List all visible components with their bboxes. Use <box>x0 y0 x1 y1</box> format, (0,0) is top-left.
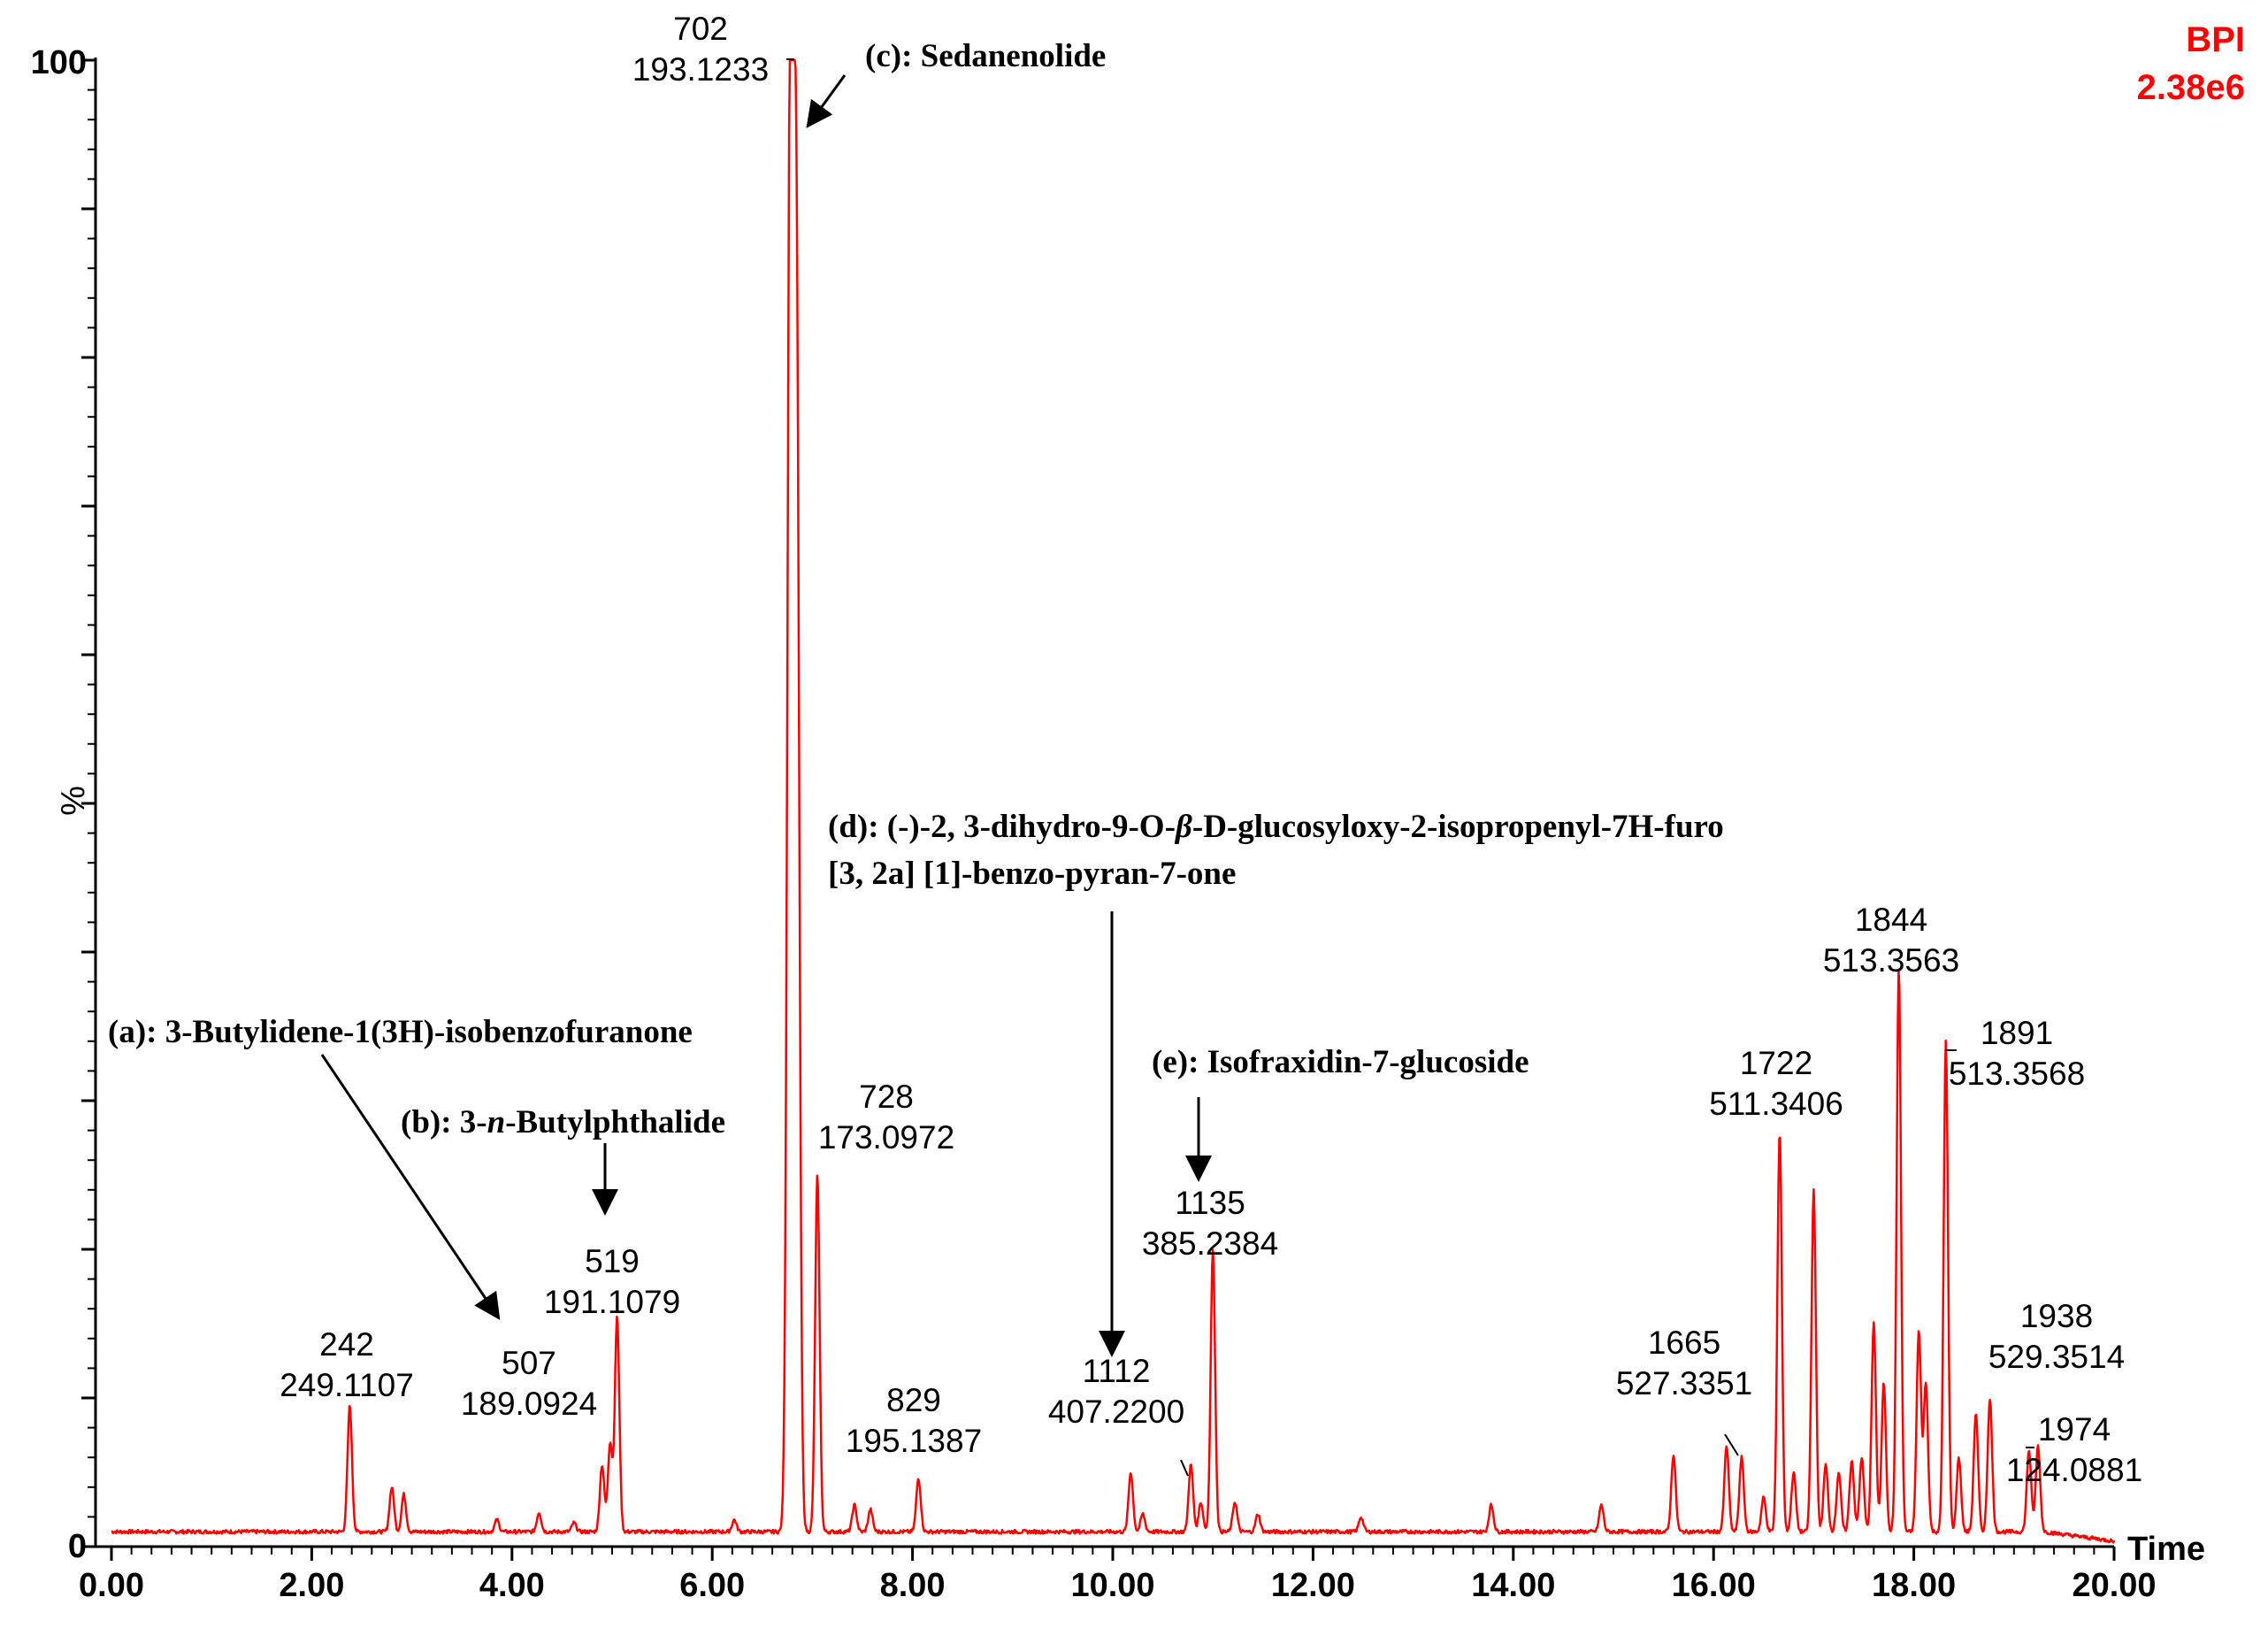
peak-mz-label: 407.2200 <box>1048 1394 1184 1430</box>
x-tick-label: 14.00 <box>1471 1567 1555 1604</box>
annotation-b-italic: n <box>487 1104 506 1140</box>
bpi-intensity: 2.38e6 <box>2137 68 2245 107</box>
arrow-a <box>320 1054 501 1320</box>
bpi-title: BPI <box>2186 20 2245 59</box>
peak-mz-label: 249.1107 <box>280 1367 414 1403</box>
peak-scan-label: 1135 <box>1175 1185 1245 1221</box>
y-tick-label-100: 100 <box>31 44 87 81</box>
x-tick-label: 12.00 <box>1271 1567 1355 1604</box>
annotation-a: (a): 3-Butylidene-1(3H)-isobenzofuranone <box>108 1014 693 1050</box>
x-tick-label: 6.00 <box>679 1567 745 1604</box>
x-tick-label: 2.00 <box>279 1567 344 1604</box>
leader-1112 <box>1180 1459 1189 1477</box>
y-tick-label-0: 0 <box>68 1528 87 1565</box>
y-axis-label: % <box>55 786 92 816</box>
annotation-d-suffix: -D-glucosyloxy-2-isopropenyl-7H-furo <box>1192 809 1724 845</box>
peak-scan-label: 1722 <box>1740 1045 1812 1081</box>
x-tick-label: 8.00 <box>880 1567 946 1604</box>
peak-mz-label: 511.3406 <box>1709 1086 1843 1122</box>
x-tick-marks: 0.00 2.00 4.00 6.00 8.00 10.00 12.00 14.00 16.00… <box>79 1547 2157 1604</box>
peak-mz-label: 513.3563 <box>1823 942 1959 979</box>
annotation-b: (b): 3-n-Butylphthalide <box>401 1104 725 1140</box>
x-tick-label: 4.00 <box>479 1567 545 1604</box>
peak-scan-label: 829 <box>886 1382 941 1418</box>
peak-mz-label: 529.3514 <box>1988 1339 2125 1375</box>
annotation-e: (e): Isofraxidin-7-glucoside <box>1152 1044 1529 1080</box>
annotation-d-italic: β <box>1174 809 1192 845</box>
annotation-b-prefix: (b): 3- <box>401 1104 487 1140</box>
peak-scan-label: 242 <box>319 1326 374 1363</box>
peak-mz-label: 193.1233 <box>632 51 769 88</box>
annotation-d-prefix: (d): (-)-2, 3-dihydro-9-O- <box>828 809 1176 845</box>
x-tick-label: 0.00 <box>79 1567 144 1604</box>
annotation-c: (c): Sedanenolide <box>865 38 1106 74</box>
x-tick-label: 20.00 <box>2072 1567 2156 1604</box>
peak-scan-label: 1665 <box>1648 1325 1720 1361</box>
peak-scan-label: 1112 <box>1083 1353 1151 1389</box>
peak-scan-label: 1891 <box>1981 1015 2053 1051</box>
x-tick-label: 10.00 <box>1070 1567 1154 1604</box>
annotation-b-suffix: -Butylphthalide <box>505 1104 725 1140</box>
peak-scan-label: 519 <box>585 1243 640 1279</box>
peak-scan-label: 702 <box>673 11 728 47</box>
annotation-d-line2: [3, 2a] [1]-benzo-pyran-7-one <box>828 856 1236 892</box>
annotation-d-line1: (d): (-)-2, 3-dihydro-9-O-β-D-glucosylox… <box>828 809 1724 845</box>
peak-scan-label: 1844 <box>1855 902 1927 938</box>
bpi-trace-line <box>111 58 2116 1544</box>
x-axis-label: Time <box>2127 1531 2205 1568</box>
peak-scan-label: 728 <box>859 1079 914 1115</box>
peak-mz-label: 513.3568 <box>1949 1056 2085 1092</box>
peak-mz-label: 189.0924 <box>461 1386 597 1422</box>
peak-mz-label: 385.2384 <box>1142 1225 1278 1262</box>
peak-mz-label: 191.1079 <box>544 1284 680 1320</box>
peak-mz-label: 124.0881 <box>2006 1452 2142 1488</box>
peak-scan-label: 1938 <box>2020 1298 2093 1334</box>
arrow-c <box>806 74 847 128</box>
x-tick-label: 18.00 <box>1872 1567 1956 1604</box>
x-tick-label: 16.00 <box>1672 1567 1756 1604</box>
peak-labels: 242 249.1107 507 189.0924 519 191.1079 702 193.… <box>280 11 2142 1488</box>
y-tick-marks <box>81 58 96 1548</box>
peak-mz-label: 173.0972 <box>818 1119 954 1156</box>
peak-mz-label: 195.1387 <box>846 1423 982 1459</box>
peak-mz-label: 527.3351 <box>1616 1365 1752 1401</box>
leader-1665 <box>1724 1433 1739 1456</box>
peak-scan-label: 1974 <box>2038 1411 2111 1448</box>
peak-scan-label: 507 <box>502 1345 556 1381</box>
